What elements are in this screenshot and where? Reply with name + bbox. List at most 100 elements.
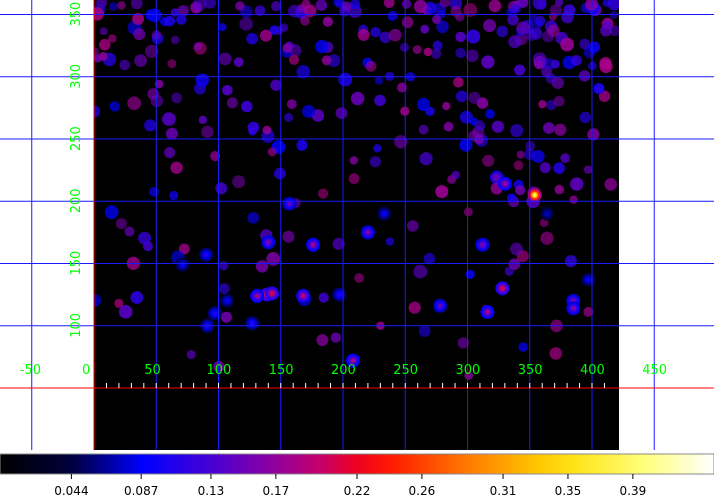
background-blob [104, 205, 119, 220]
background-blob [423, 47, 433, 57]
heatmap-peak [306, 237, 321, 252]
x-tick-label: 250 [393, 363, 418, 378]
background-blob [354, 273, 364, 283]
background-blob [288, 4, 301, 18]
background-blob [300, 15, 310, 26]
background-blob [144, 119, 157, 132]
colorbar-tick-label: 0.35 [555, 484, 582, 498]
background-blob [553, 162, 565, 174]
background-blob [348, 173, 360, 185]
colorbar-tick-label: 0.22 [344, 484, 371, 498]
background-blob [350, 0, 361, 10]
background-blob [109, 2, 118, 11]
background-blob [397, 82, 407, 93]
background-blob [534, 59, 544, 70]
heatmap-peak [495, 281, 510, 296]
background-blob [387, 10, 398, 21]
background-blob [246, 32, 258, 45]
heatmap-peak [433, 298, 448, 313]
background-blob [127, 96, 142, 111]
heatmap-peak [261, 235, 276, 250]
background-blob [124, 226, 135, 237]
background-blob [603, 20, 612, 29]
background-blob [149, 187, 159, 197]
background-blob [374, 94, 386, 107]
background-blob [279, 23, 289, 32]
heatmap-peak [250, 288, 265, 303]
colorbar: 0.044 0.087 0.13 0.17 0.22 0.26 0.31 0.35 0.39 [0, 453, 714, 498]
colorbar-tick-label: 0.13 [198, 484, 225, 498]
background-blob [282, 43, 293, 53]
background-blob [604, 178, 617, 191]
background-blob [302, 104, 316, 118]
background-blob [133, 28, 146, 41]
background-blob [171, 92, 183, 104]
background-blob [459, 138, 473, 152]
background-blob [235, 1, 245, 11]
background-blob [425, 106, 435, 117]
background-blob [588, 41, 600, 54]
background-blob [94, 47, 99, 57]
y-tick-label: 350 [69, 2, 84, 27]
background-blob [239, 17, 253, 31]
background-blob [419, 152, 433, 166]
background-blob [330, 332, 341, 343]
background-blob [464, 371, 474, 380]
background-blob [365, 60, 377, 72]
background-blob [165, 127, 178, 140]
heatmap-peak [282, 196, 297, 211]
background-blob [388, 28, 402, 42]
heatmap-peak [207, 306, 222, 321]
background-blob [177, 5, 189, 17]
background-blob [546, 99, 557, 111]
background-blob [432, 14, 441, 24]
background-blob [539, 162, 551, 174]
background-blob [549, 4, 563, 17]
background-blob [483, 19, 496, 33]
background-blob [457, 337, 469, 349]
background-blob [218, 52, 232, 66]
heatmap-peak [480, 305, 495, 320]
background-blob [549, 347, 563, 360]
background-blob [335, 107, 348, 119]
background-blob [609, 25, 619, 37]
background-blob [262, 125, 272, 135]
background-blob [99, 27, 108, 36]
background-blob [508, 35, 522, 49]
background-blob [192, 0, 207, 11]
background-blob [455, 31, 466, 43]
background-blob [186, 350, 196, 360]
background-blob [201, 125, 214, 138]
background-blob [515, 185, 526, 196]
background-blob [510, 242, 523, 256]
background-blob [401, 0, 412, 9]
x-tick-label: 400 [580, 363, 605, 378]
background-blob [322, 16, 333, 27]
background-blob [508, 258, 521, 271]
background-blob [547, 24, 560, 37]
background-blob [115, 218, 127, 230]
background-blob [198, 115, 207, 125]
background-blob [130, 291, 144, 304]
background-blob [540, 231, 554, 245]
x-tick-label: 0 [82, 363, 90, 378]
y-tick-label: 300 [69, 64, 84, 89]
background-blob [560, 153, 571, 164]
background-blob [315, 39, 329, 54]
x-tick-label: 150 [269, 363, 294, 378]
x-tick-label: 450 [642, 363, 667, 378]
background-blob [233, 57, 244, 68]
background-blob [267, 147, 277, 157]
x-tick-label: 100 [207, 363, 232, 378]
background-blob [164, 15, 176, 27]
background-blob [385, 237, 395, 246]
heatmap-peak [581, 272, 596, 287]
background-blob [538, 100, 547, 109]
background-blob [318, 188, 329, 199]
background-blob [569, 195, 578, 204]
background-blob [406, 220, 419, 232]
background-blob [399, 42, 410, 53]
background-blob [271, 1, 282, 12]
background-blob [587, 128, 600, 141]
background-blob [413, 264, 428, 279]
